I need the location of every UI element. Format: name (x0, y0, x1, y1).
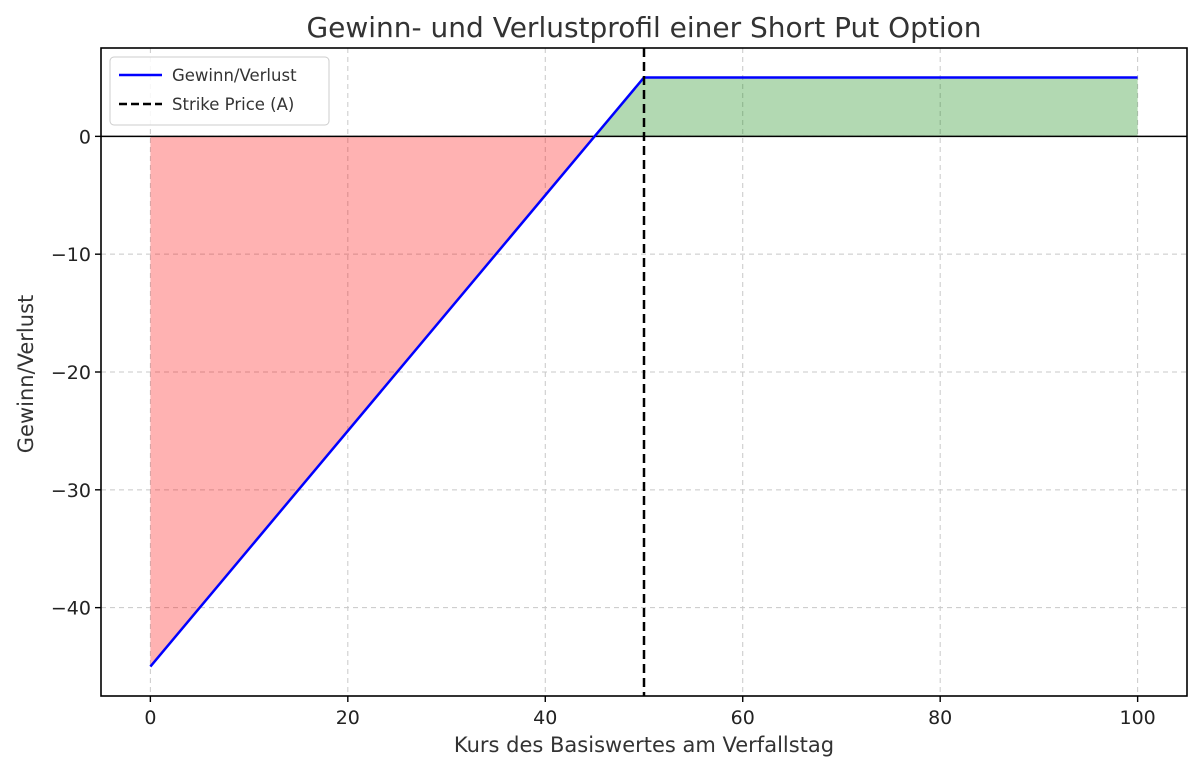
legend: Gewinn/Verlust Strike Price (A) (109, 56, 330, 126)
y-tick-label: −20 (51, 362, 91, 384)
series-layer (149, 48, 1138, 696)
x-tick-label: 0 (144, 707, 156, 729)
x-tick-label: 80 (928, 707, 952, 729)
x-tick-label: 60 (731, 707, 755, 729)
x-tick-label: 40 (533, 707, 557, 729)
chart-title: Gewinn- und Verlustprofil einer Short Pu… (306, 11, 981, 44)
legend-label: Gewinn/Verlust (172, 66, 297, 85)
y-axis-label: Gewinn/Verlust (14, 295, 38, 454)
y-tick-label: −40 (51, 598, 91, 620)
y-axis-ticks: 0 −10 −20 −30 −40 (51, 126, 101, 620)
legend-label: Strike Price (A) (172, 95, 294, 114)
x-tick-label: 20 (336, 707, 360, 729)
x-axis-ticks: 0 20 40 60 80 100 (144, 696, 1156, 729)
x-axis-label: Kurs des Basiswertes am Verfallstag (454, 733, 834, 757)
profit-loss-line (149, 76, 1138, 668)
y-tick-label: 0 (79, 126, 91, 148)
y-tick-label: −10 (51, 244, 91, 266)
x-tick-label: 100 (1120, 707, 1156, 729)
legend-box (109, 56, 330, 126)
y-tick-label: −30 (51, 480, 91, 502)
fill-profit (594, 77, 1138, 137)
